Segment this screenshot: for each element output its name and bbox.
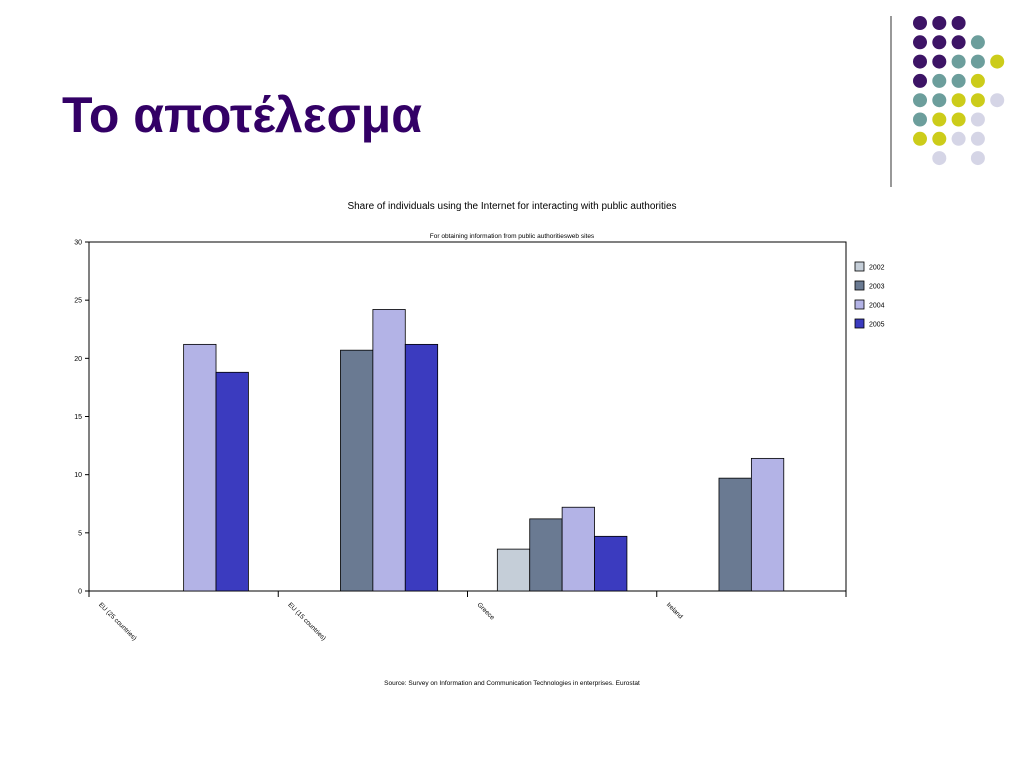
- legend-swatch: [854, 318, 865, 329]
- bars-group: [183, 309, 785, 592]
- bar: [561, 506, 595, 592]
- decorative-dot: [913, 35, 927, 50]
- decorative-dot: [970, 112, 985, 127]
- legend-swatch: [854, 261, 865, 272]
- decorative-dot: [951, 93, 966, 108]
- decorative-dot: [932, 16, 947, 30]
- bar: [215, 371, 249, 592]
- legend-swatch: [854, 299, 865, 310]
- y-tick-label: 15: [74, 414, 82, 421]
- decorative-dot: [932, 131, 947, 146]
- decorative-dot: [970, 35, 985, 50]
- y-tick-label: 0: [78, 589, 82, 596]
- decorative-dot: [951, 73, 966, 88]
- bar: [340, 349, 374, 592]
- decorative-dot: [951, 112, 966, 127]
- y-axis: 0 5 10 15 20 25 30: [74, 240, 89, 596]
- decorative-dot: [970, 54, 985, 69]
- decorative-dot: [970, 93, 985, 108]
- y-tick-label: 25: [74, 298, 82, 305]
- x-tick-label: EU (15 countries): [286, 601, 327, 642]
- y-tick-label: 20: [74, 356, 82, 363]
- decorative-dot: [970, 131, 985, 146]
- decorative-dot: [932, 151, 947, 166]
- slide-title: Το αποτέλεσμα: [62, 87, 422, 143]
- decorative-dot: [990, 54, 1005, 69]
- decorative-dot: [932, 35, 947, 50]
- x-tick-label: Ireland: [665, 601, 684, 620]
- y-tick-label: 10: [74, 472, 82, 479]
- legend-label: 2003: [869, 284, 885, 291]
- decorative-dot: [932, 93, 947, 108]
- decorative-dot: [951, 54, 966, 69]
- legend-label: 2002: [869, 265, 885, 272]
- bar: [529, 518, 563, 592]
- bar: [183, 343, 217, 592]
- bar-chart: Share of individuals using the Internet …: [74, 201, 885, 687]
- bar: [594, 535, 628, 592]
- x-tick-label: Greece: [476, 601, 496, 621]
- chart-subtitle: For obtaining information from public au…: [430, 233, 595, 240]
- chart-title: Share of individuals using the Internet …: [347, 201, 676, 212]
- decorative-dot: [932, 112, 947, 127]
- decorative-dot: [913, 16, 927, 30]
- decorative-dot: [932, 73, 947, 88]
- legend-label: 2005: [869, 322, 885, 329]
- decorative-dot: [913, 54, 927, 69]
- chart-source-note: Source: Survey on Information and Commun…: [384, 680, 640, 687]
- legend-label: 2004: [869, 303, 885, 310]
- legend-swatch: [854, 280, 865, 291]
- decorative-dot: [913, 93, 927, 108]
- bar: [404, 343, 439, 592]
- bar: [750, 457, 785, 592]
- decorative-dot: [970, 73, 985, 88]
- decorative-dot: [932, 54, 947, 69]
- decorative-dot: [913, 112, 927, 127]
- bar: [496, 548, 531, 592]
- bar: [718, 477, 752, 592]
- decorative-dot: [913, 131, 927, 146]
- decorative-dot: [913, 73, 927, 88]
- y-tick-label: 30: [74, 240, 82, 247]
- decorative-dot: [970, 151, 985, 166]
- bar: [372, 309, 406, 592]
- x-tick-label: EU (25 countries): [97, 601, 138, 642]
- legend: 2002 2003 2004 2005: [854, 261, 885, 329]
- decorative-dot: [990, 93, 1005, 108]
- x-axis: EU (25 countries) EU (15 countries) Greece…: [88, 591, 847, 642]
- decorative-dot-pattern: [890, 16, 1005, 187]
- decorative-dot: [951, 16, 966, 30]
- decorative-dot: [951, 131, 966, 146]
- decorative-dot: [951, 35, 966, 50]
- y-tick-label: 5: [78, 530, 82, 537]
